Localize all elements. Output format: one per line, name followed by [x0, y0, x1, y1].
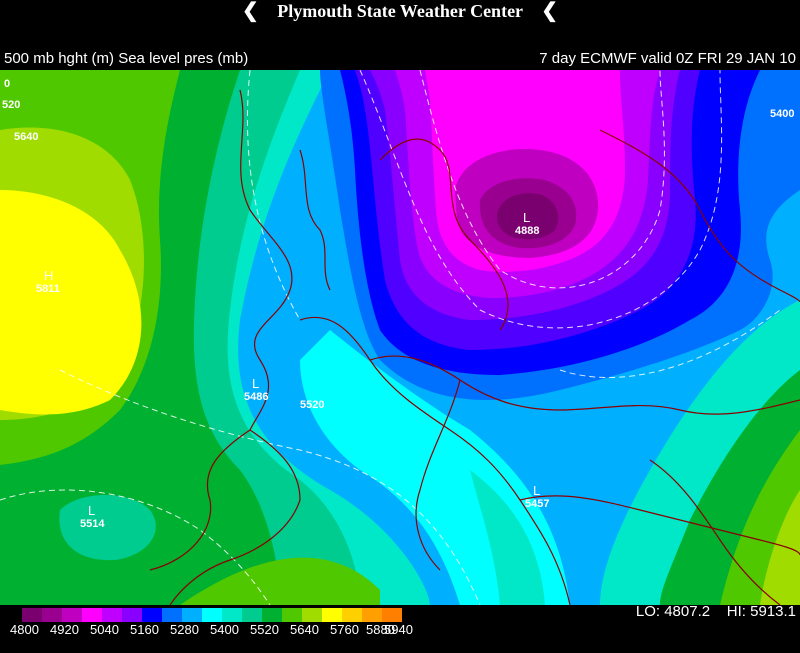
field-label: 500 mb hght (m) Sea level pres (mb) — [4, 50, 249, 67]
weather-map: 0 520 5640 5520 5400 H 5811 L 4888 L 548… — [0, 70, 800, 605]
min-max-readout: LO: 4807.2 HI: 5913.1 — [636, 603, 796, 620]
country-borders — [149, 89, 800, 605]
band-5460-greece — [470, 470, 545, 605]
lo-value: LO: 4807.2 — [635, 603, 711, 620]
band-5520-atl — [59, 495, 156, 561]
legend-tick: 5760 — [330, 622, 359, 637]
header: ❮ Plymouth State Weather Center ❮ — [0, 0, 800, 22]
legend-tick: 4920 — [50, 622, 79, 637]
low-marker: L — [252, 376, 259, 391]
color-legend: 4800 4920 5040 5160 5280 5400 5520 5640 … — [0, 606, 800, 653]
swatch-5220 — [162, 608, 182, 622]
contour-label: 520 — [2, 99, 20, 111]
hurricane-icon: ❮ — [241, 0, 259, 22]
band-4800 — [496, 193, 559, 240]
high-value: 5811 — [36, 283, 60, 295]
hi-value: HI: 5913.1 — [726, 603, 796, 620]
band-5700-east — [760, 490, 800, 605]
station-name: Plymouth State Weather Center — [277, 1, 523, 21]
isobar-lines — [0, 70, 781, 605]
swatch-5460 — [242, 608, 262, 622]
hurricane-icon: ❮ — [541, 0, 558, 22]
swatch-5160 — [142, 608, 162, 622]
swatch-5580 — [282, 608, 302, 622]
swatch-5760 — [342, 608, 362, 622]
swatch-5100 — [122, 608, 142, 622]
swatch-4860 — [42, 608, 62, 622]
band-5640-south — [180, 557, 380, 605]
swatch-5040 — [102, 608, 122, 622]
valid-time-label: 7 day ECMWF valid 0Z FRI 29 JAN 10 — [539, 50, 796, 67]
contour-label: 5520 — [300, 399, 324, 411]
low-marker: L — [533, 483, 540, 498]
legend-tick: 5040 — [90, 622, 119, 637]
swatch-5340 — [202, 608, 222, 622]
swatch-5400 — [222, 608, 242, 622]
contour-label: 5640 — [14, 131, 38, 143]
legend-tick: 5400 — [210, 622, 239, 637]
legend-tick: 5640 — [290, 622, 319, 637]
low-marker: L — [88, 503, 95, 518]
legend-tick: 5280 — [170, 622, 199, 637]
band-5760 — [0, 190, 142, 415]
contour-label: 0 — [4, 78, 10, 90]
contour-label: 5400 — [770, 108, 794, 120]
low-marker: L — [523, 210, 530, 225]
swatch-4980 — [82, 608, 102, 622]
legend-tick: 5880 — [366, 622, 395, 637]
swatch-5280 — [182, 608, 202, 622]
low-value: 5514 — [80, 518, 105, 530]
contour-map: 0 520 5640 5520 5400 H 5811 L 4888 L 548… — [0, 70, 800, 605]
swatch-5820 — [362, 608, 382, 622]
swatch-5640 — [302, 608, 322, 622]
low-value: 5486 — [244, 391, 268, 403]
low-value: 5457 — [525, 498, 549, 510]
swatch-5880 — [382, 608, 402, 622]
color-bar — [22, 608, 402, 622]
legend-tick: 5520 — [250, 622, 279, 637]
swatch-5520 — [262, 608, 282, 622]
legend-tick: 5940 — [384, 622, 413, 637]
high-marker: H — [44, 268, 53, 283]
legend-tick: 4800 — [10, 622, 39, 637]
station-title: ❮ Plymouth State Weather Center ❮ — [0, 0, 800, 22]
legend-tick: 5160 — [130, 622, 159, 637]
low-value: 4888 — [515, 225, 539, 237]
swatch-4920 — [62, 608, 82, 622]
swatch-5700 — [322, 608, 342, 622]
swatch-4800 — [22, 608, 42, 622]
